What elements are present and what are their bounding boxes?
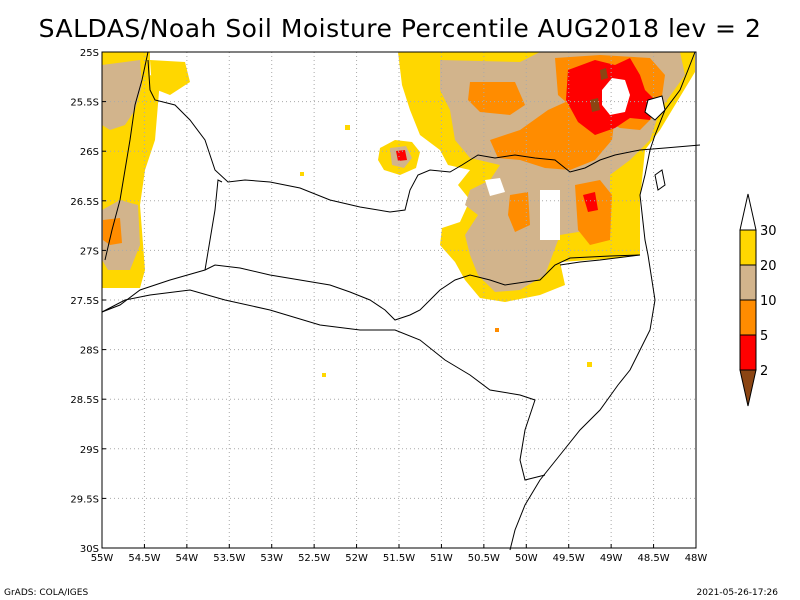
lat-tick-label: 29.5S bbox=[70, 494, 99, 505]
lon-tick-label: 48W bbox=[685, 553, 708, 564]
colorbar-segment bbox=[739, 334, 757, 371]
lon-tick-label: 48.5W bbox=[637, 553, 669, 564]
political-boundaries bbox=[101, 51, 701, 551]
timestamp: 2021-05-26-17:26 bbox=[696, 588, 779, 598]
country-border-west bbox=[204, 179, 223, 271]
shade-speck bbox=[345, 125, 350, 130]
shade-region-lt-2 bbox=[600, 68, 608, 80]
shade-speck bbox=[322, 373, 326, 377]
country-border-interior bbox=[101, 289, 546, 481]
percentile-shading bbox=[102, 52, 695, 377]
shade-region-5-10 bbox=[103, 218, 122, 245]
shade-speck bbox=[495, 328, 499, 332]
lat-tick-label: 27S bbox=[80, 246, 99, 257]
country-border-far-west bbox=[104, 51, 149, 261]
lon-tick-label: 54W bbox=[176, 553, 199, 564]
map-title: SALDAS/Noah Soil Moisture Percentile AUG… bbox=[38, 14, 762, 43]
lon-tick-label: 55W bbox=[91, 553, 114, 564]
lat-tick-label: 28S bbox=[80, 346, 99, 357]
lat-tick-label: 26S bbox=[80, 147, 99, 158]
colorbar-label: 20 bbox=[760, 259, 777, 274]
lon-tick-label: 50.5W bbox=[468, 553, 500, 564]
lon-tick-label: 51W bbox=[430, 553, 453, 564]
lat-lon-grid bbox=[102, 52, 696, 548]
unshaded-hole bbox=[485, 178, 505, 196]
colorbar-label: 5 bbox=[760, 329, 768, 344]
coastline bbox=[509, 51, 696, 551]
lon-tick-label: 53W bbox=[260, 553, 283, 564]
unshaded-hole bbox=[602, 78, 630, 115]
colorbar-segment bbox=[739, 264, 757, 301]
lon-tick-label: 50W bbox=[515, 553, 538, 564]
colorbar-segment-lt-2 bbox=[739, 369, 757, 407]
lat-tick-label: 29S bbox=[80, 445, 99, 456]
lat-tick-label: 26.5S bbox=[70, 197, 99, 208]
state-border-north bbox=[147, 59, 701, 213]
colorbar-segment bbox=[739, 229, 757, 266]
coastal-island bbox=[654, 169, 666, 191]
shade-speck bbox=[587, 362, 592, 367]
shade-region-10-20 bbox=[102, 60, 142, 130]
lat-tick-labels: 25S 25.5S 26S 26.5S 27S 27.5S 28S 28.5S 29S 29.5S… bbox=[70, 48, 106, 555]
shade-region-lt-2 bbox=[590, 98, 600, 112]
colorbar-segment bbox=[739, 299, 757, 336]
colorbar-label: 30 bbox=[760, 224, 777, 239]
lon-tick-label: 49W bbox=[600, 553, 623, 564]
lat-tick-label: 30S bbox=[80, 544, 99, 555]
lat-tick-label: 28.5S bbox=[70, 395, 99, 406]
lat-tick-label: 25.5S bbox=[70, 98, 99, 109]
lon-tick-label: 51.5W bbox=[383, 553, 415, 564]
lat-tick-label: 25S bbox=[80, 48, 99, 59]
coastal-island bbox=[644, 95, 666, 121]
grads-credit: GrADS: COLA/IGES bbox=[4, 588, 89, 598]
state-border-south bbox=[101, 254, 641, 321]
colorbar-label: 2 bbox=[760, 364, 768, 379]
lon-tick-label: 49.5W bbox=[553, 553, 585, 564]
lat-tick-label: 27.5S bbox=[70, 296, 99, 307]
unshaded-hole bbox=[540, 190, 560, 240]
lon-tick-labels: 55W 54.5W 54W 53.5W 53W 52.5W 52W 51.5W 51W 50.5W… bbox=[91, 544, 708, 564]
shade-region-5-10 bbox=[468, 82, 525, 115]
lon-tick-label: 54.5W bbox=[128, 553, 160, 564]
country-border-south bbox=[559, 254, 641, 266]
lon-tick-label: 52W bbox=[345, 553, 368, 564]
colorbar: 2 5 10 20 30 bbox=[739, 193, 777, 407]
colorbar-label: 10 bbox=[760, 294, 777, 309]
colorbar-segment-gt-30 bbox=[739, 193, 757, 231]
shade-region-20-30 bbox=[150, 60, 190, 95]
shade-region-2-5 bbox=[583, 192, 598, 212]
shade-speck bbox=[300, 172, 304, 176]
lon-tick-label: 52.5W bbox=[298, 553, 330, 564]
lon-tick-label: 53.5W bbox=[213, 553, 245, 564]
shade-region-5-10 bbox=[508, 192, 530, 232]
